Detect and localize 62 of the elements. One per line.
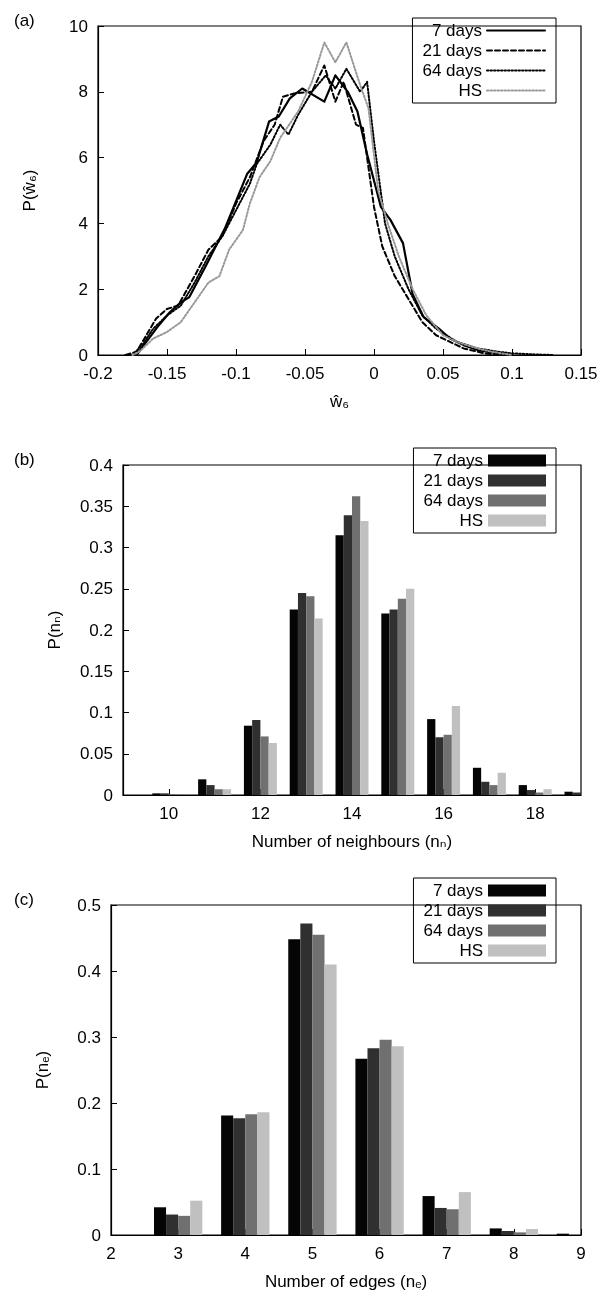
y-tick-label: 6 xyxy=(78,148,88,168)
legend-label: 7 days xyxy=(431,21,482,40)
x-tick-label: -0.15 xyxy=(147,364,187,383)
text: (b) xyxy=(14,450,35,469)
y-tick-label: 0 xyxy=(78,345,88,365)
x-tick-label: 16 xyxy=(434,804,454,823)
y-tick-label: 0 xyxy=(91,1225,101,1245)
y-tick-label: 8 xyxy=(78,82,88,102)
y-tick-label: 0.1 xyxy=(89,703,113,722)
x-tick-label: 10 xyxy=(159,804,179,823)
y-axis-title: P(nₙ) xyxy=(45,610,64,650)
y-tick-label: 0.25 xyxy=(79,579,113,599)
y-tick-label: 2 xyxy=(78,279,88,299)
x-tick-label: -0.2 xyxy=(83,364,113,383)
legend-label: 21 days xyxy=(422,41,482,60)
x-tick-label: 6 xyxy=(374,1244,385,1263)
legend-label: 7 days xyxy=(432,451,483,470)
y-tick-label: 0.4 xyxy=(89,455,113,475)
x-tick-label: 0 xyxy=(369,364,379,383)
x-tick-label: 14 xyxy=(342,804,362,823)
y-tick-label: 10 xyxy=(69,16,88,36)
x-axis-title: Number of edges (nₑ) xyxy=(264,1272,428,1291)
x-tick-label: 8 xyxy=(509,1244,519,1263)
x-tick-label: 18 xyxy=(525,804,545,823)
y-tick-label: 0.5 xyxy=(77,895,101,915)
x-tick-label: 0.1 xyxy=(500,364,524,383)
y-tick-label: 0 xyxy=(103,785,113,805)
legend-label: 64 days xyxy=(422,61,482,80)
legend-label: 64 days xyxy=(423,491,483,510)
x-tick-label: -0.1 xyxy=(221,364,251,383)
legend-label: HS xyxy=(459,941,483,960)
legend-label: 21 days xyxy=(423,901,483,920)
y-tick-label: 0.2 xyxy=(89,620,113,640)
x-tick-label: 0.05 xyxy=(426,364,460,383)
text: (a) xyxy=(14,11,35,30)
x-tick-label: 7 xyxy=(441,1244,452,1263)
text: (c) xyxy=(14,890,34,909)
legend-label: HS xyxy=(459,511,483,530)
y-tick-label: 4 xyxy=(78,213,88,233)
y-tick-label: 0.3 xyxy=(77,1027,101,1047)
y-axis-title: P(nₑ) xyxy=(33,1050,52,1090)
y-tick-label: 0.2 xyxy=(77,1093,101,1113)
x-tick-label: 0.15 xyxy=(564,364,598,383)
x-axis-title: ŵ₆ xyxy=(328,392,350,411)
legend-label: HS xyxy=(458,81,482,100)
y-tick-label: 0.05 xyxy=(79,744,113,764)
legend-label: 7 days xyxy=(432,881,483,900)
x-tick-label: 5 xyxy=(307,1244,318,1263)
y-tick-label: 0.35 xyxy=(79,496,113,516)
x-tick-label: 9 xyxy=(576,1244,586,1263)
x-tick-label: -0.05 xyxy=(285,364,325,383)
y-tick-label: 0.3 xyxy=(89,538,113,557)
x-tick-label: 3 xyxy=(173,1244,183,1263)
legend-label: 64 days xyxy=(423,921,483,940)
legend-label: 21 days xyxy=(423,471,483,490)
y-tick-label: 0.4 xyxy=(77,961,101,981)
y-tick-label: 0.15 xyxy=(79,661,113,681)
x-axis-title: Number of neighbours (nₙ) xyxy=(251,832,453,851)
y-tick-label: 0.1 xyxy=(77,1159,101,1179)
y-axis-title: P(ŵ₆) xyxy=(20,169,39,212)
x-tick-label: 12 xyxy=(250,804,270,823)
x-tick-label: 4 xyxy=(240,1244,251,1263)
